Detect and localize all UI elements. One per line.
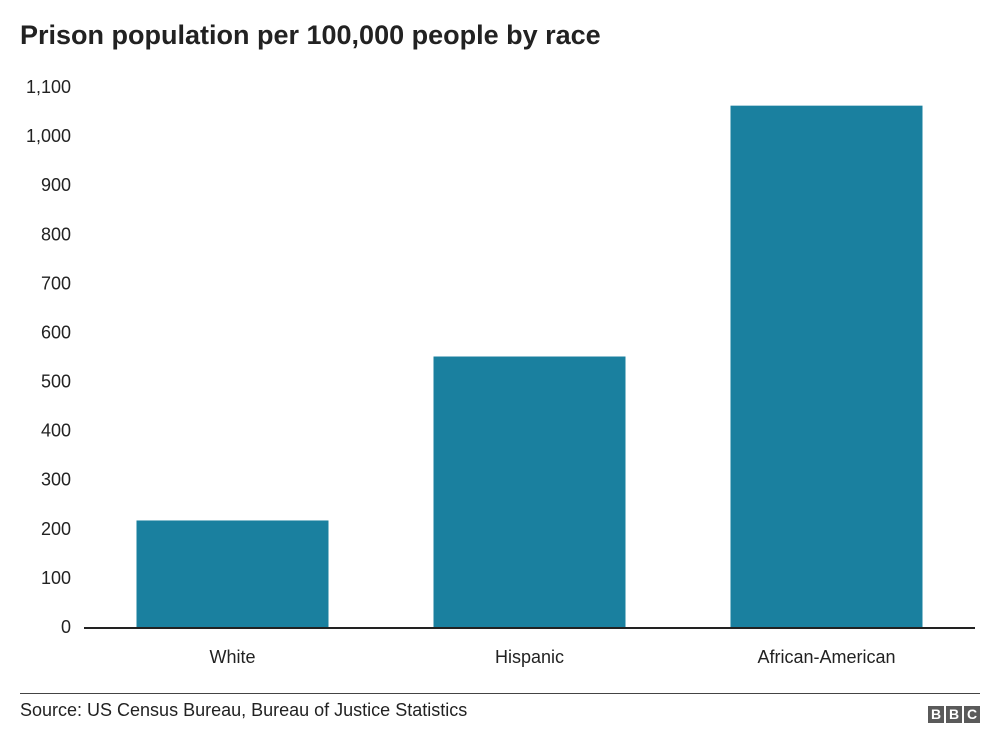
source-note: Source: US Census Bureau, Bureau of Just… [20, 700, 468, 720]
bar-white [136, 520, 329, 627]
bar-chart: 0 100 200 300 400 500 600 700 800 900 1,000 1,100 W… [26, 77, 975, 667]
bbc-logo-letter: B [946, 706, 962, 723]
y-tick-label: 300 [41, 470, 71, 490]
y-tick-label: 700 [41, 273, 71, 293]
y-tick-label: 900 [41, 175, 71, 195]
y-tick-label: 1,000 [26, 126, 71, 146]
y-tick-label: 600 [41, 322, 71, 342]
x-axis-labels: White Hispanic African-American [209, 647, 895, 667]
bbc-logo: B B C [928, 706, 980, 723]
y-tick-label: 400 [41, 421, 71, 441]
y-tick-label: 100 [41, 568, 71, 588]
y-tick-label: 500 [41, 372, 71, 392]
bar-african-american [730, 105, 923, 628]
y-tick-label: 1,100 [26, 77, 71, 97]
y-tick-label: 0 [61, 617, 71, 637]
bars-group [136, 105, 923, 628]
x-tick-label: African-American [757, 647, 895, 667]
chart-title: Prison population per 100,000 people by … [20, 20, 601, 50]
bbc-logo-letter: C [964, 706, 980, 723]
bar-hispanic [433, 356, 626, 627]
x-tick-label: Hispanic [495, 647, 564, 667]
y-tick-label: 200 [41, 519, 71, 539]
bbc-logo-letter: B [928, 706, 944, 723]
x-tick-label: White [209, 647, 255, 667]
y-tick-label: 800 [41, 224, 71, 244]
footer-divider [20, 693, 980, 694]
y-axis-ticks: 0 100 200 300 400 500 600 700 800 900 1,000 1,100 [26, 77, 71, 637]
